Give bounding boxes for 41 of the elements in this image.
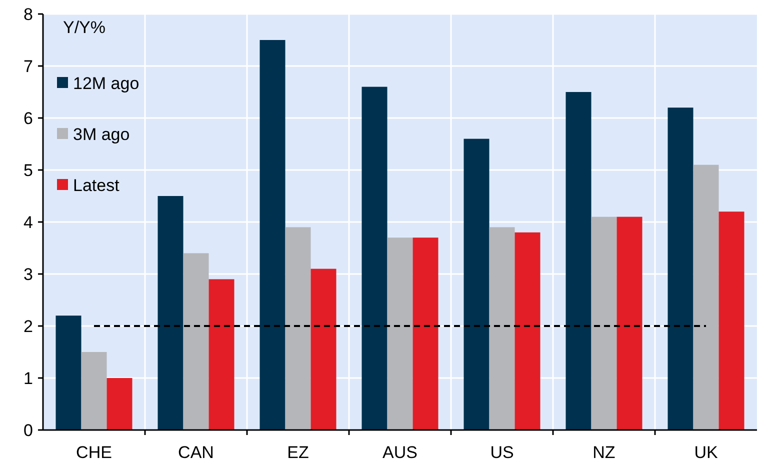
y-tick-label: 6	[24, 108, 33, 128]
bar	[183, 253, 209, 430]
x-tick-label: AUS	[382, 443, 418, 462]
bar	[81, 352, 107, 430]
y-tick-label: 8	[24, 4, 33, 24]
bar	[362, 86, 388, 430]
y-tick-label: 0	[24, 420, 33, 440]
y-tick-label: 1	[24, 368, 33, 388]
bar	[718, 212, 744, 430]
y-tick-label: 7	[24, 56, 33, 76]
bar	[514, 232, 540, 430]
y-tick-label: 3	[24, 264, 33, 284]
y-tick-label: 4	[24, 212, 33, 232]
y-axis-title: Y/Y%	[63, 18, 106, 37]
x-tick-label: US	[490, 443, 514, 462]
bar	[591, 216, 617, 430]
x-tick-label: UK	[694, 443, 718, 462]
legend-label: 12M ago	[73, 74, 140, 93]
x-tick-label: CAN	[178, 443, 214, 462]
y-tick-label: 2	[24, 316, 33, 336]
x-tick-label: EZ	[287, 443, 309, 462]
bar	[208, 279, 234, 430]
y-tick-label: 5	[24, 160, 33, 180]
bar	[106, 378, 132, 430]
x-tick-label: NZ	[592, 443, 616, 462]
bar	[310, 268, 336, 430]
bar	[260, 40, 286, 430]
bar	[489, 227, 515, 430]
legend-label: 3M ago	[73, 124, 130, 144]
bar	[616, 216, 642, 430]
legend-label: Latest	[73, 176, 120, 195]
bar	[693, 164, 719, 430]
bar	[158, 196, 184, 430]
bar	[412, 238, 438, 430]
bar	[668, 108, 694, 430]
bar	[566, 92, 592, 430]
bar	[56, 316, 82, 430]
bar	[464, 138, 490, 430]
bar	[387, 238, 413, 430]
x-tick-label: CHE	[76, 443, 112, 462]
bar	[285, 227, 311, 430]
